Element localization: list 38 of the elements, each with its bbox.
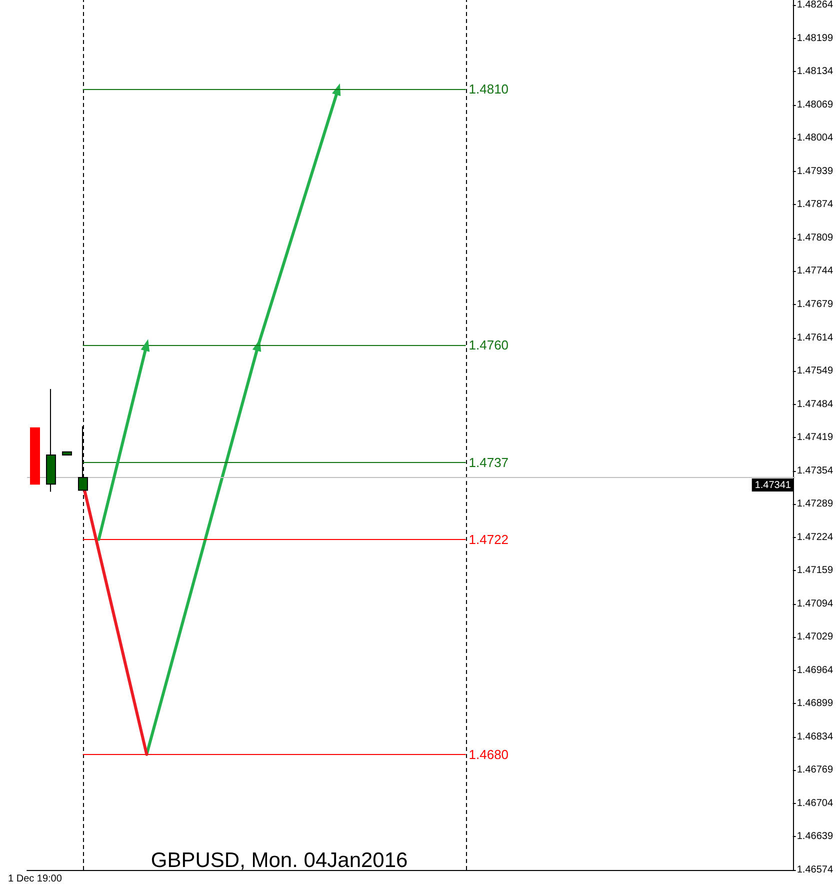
y-tick-label: 1.47029 — [796, 632, 834, 643]
ref-line-label: 1.4810 — [468, 82, 509, 97]
y-tick-label: 1.46639 — [796, 831, 834, 842]
y-tick-label: 1.47614 — [796, 332, 834, 344]
y-tick-label: 1.47224 — [796, 532, 834, 543]
candlestick — [30, 427, 40, 485]
y-tick-label: 1.47354 — [796, 465, 834, 476]
y-tick-label: 1.47939 — [796, 166, 834, 177]
ref-line-label: 1.4722 — [468, 532, 509, 547]
ref-line-label: 1.4760 — [468, 337, 509, 352]
candlestick — [62, 451, 72, 456]
y-tick-label: 1.46769 — [796, 764, 834, 776]
y-tick-label: 1.47094 — [796, 598, 834, 610]
y-tick-label: 1.46899 — [796, 698, 834, 710]
y-tick-label: 1.46704 — [796, 798, 834, 809]
y-tick-label: 1.48069 — [796, 99, 834, 110]
y-tick-label: 1.46964 — [796, 664, 834, 676]
y-tick-label: 1.48134 — [796, 66, 834, 78]
candlestick — [46, 388, 56, 492]
ref-line-label: 1.4737 — [468, 455, 509, 470]
y-tick-label: 1.48004 — [796, 132, 834, 144]
y-tick-label: 1.46574 — [796, 864, 834, 876]
y-tick-label: 1.46834 — [796, 731, 834, 742]
ref-line-label: 1.4680 — [468, 746, 509, 762]
y-tick-label: 1.47874 — [796, 199, 834, 210]
y-tick-label: 1.47679 — [796, 299, 834, 310]
y-tick-label: 1.47549 — [796, 366, 834, 377]
y-tick-label: 1.47484 — [796, 398, 834, 410]
y-tick-label: 1.47744 — [796, 266, 834, 277]
y-tick-label: 1.47289 — [796, 498, 834, 510]
ref-line-label: 1.47341 — [754, 480, 792, 491]
y-tick-label: 1.47809 — [796, 232, 834, 244]
y-tick-label: 1.47419 — [796, 432, 834, 444]
y-tick-label: 1.47159 — [796, 565, 834, 576]
x-tick-label: 1 Dec 19:00 — [8, 874, 62, 884]
y-tick-label: 1.48264 — [796, 0, 834, 11]
y-tick-label: 1.48199 — [796, 32, 834, 44]
text: GBPUSD, Mon. 04Jan2016 — [150, 849, 408, 872]
